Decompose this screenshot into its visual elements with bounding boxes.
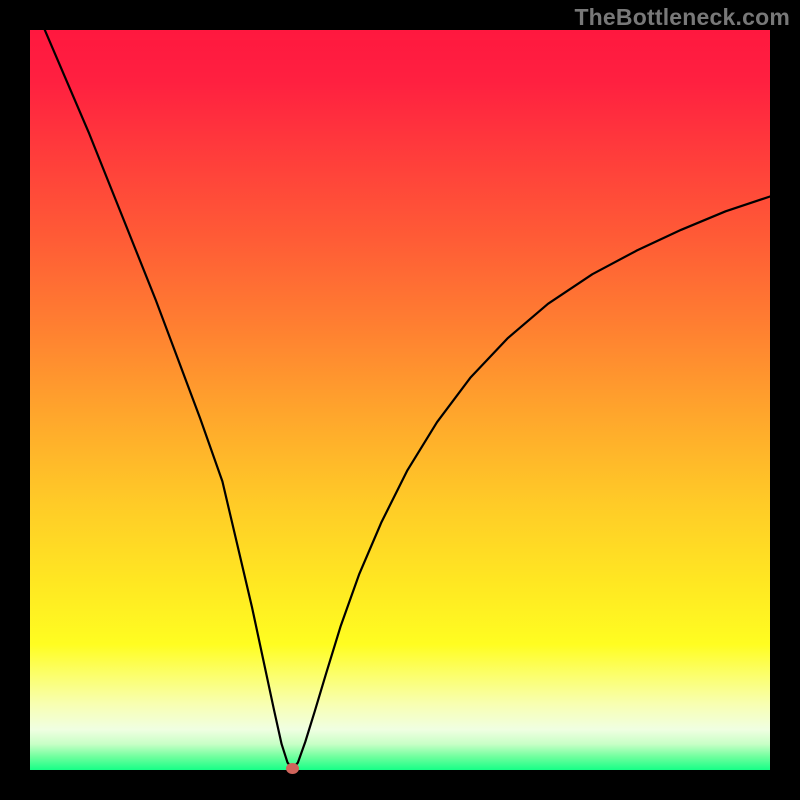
plot-background [30, 30, 770, 770]
plot-area [30, 30, 770, 770]
optimum-marker [286, 763, 299, 774]
plot-svg [30, 30, 770, 770]
watermark-text: TheBottleneck.com [574, 4, 790, 31]
figure-root: { "figure": { "width_px": 800, "height_p… [0, 0, 800, 800]
